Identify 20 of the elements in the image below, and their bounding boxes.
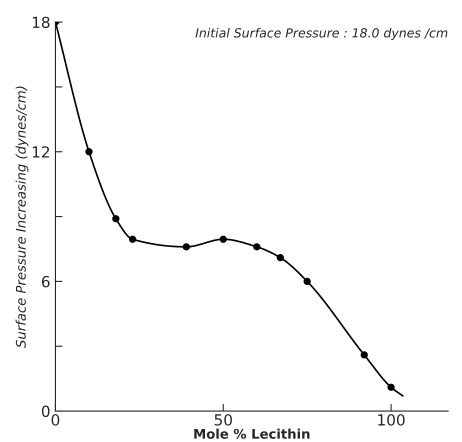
point <box>304 278 311 286</box>
x-tick-label: 100 <box>378 414 405 426</box>
point <box>276 254 284 262</box>
y-tick-label: 12 <box>32 146 50 158</box>
point <box>112 215 120 222</box>
point <box>253 243 260 250</box>
y-tick-label: 6 <box>42 276 50 288</box>
point <box>360 351 368 359</box>
point <box>220 236 227 243</box>
y-tick-label: 0 <box>42 406 50 418</box>
point <box>387 384 395 391</box>
x-axis-title: Mole % Lecithin <box>194 428 310 439</box>
x-tick-label: 0 <box>52 414 60 426</box>
point <box>85 148 93 156</box>
y-axis-title: Surface Pressure Increasing (dynes/cm) <box>16 86 28 348</box>
point <box>128 236 136 243</box>
y-tick-label: 18 <box>32 16 50 28</box>
x-tick-label: 50 <box>214 414 232 426</box>
annotation: Initial Surface Pressure : 18.0 dynes /cm <box>196 28 448 40</box>
point <box>182 243 190 250</box>
